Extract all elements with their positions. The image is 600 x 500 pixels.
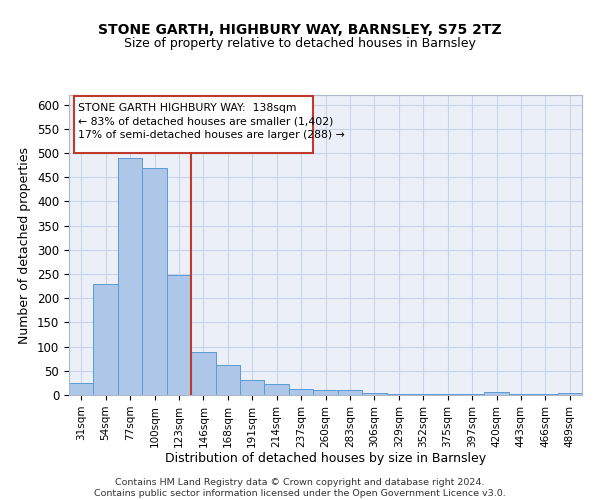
Bar xyxy=(411,394,436,395)
Bar xyxy=(167,275,191,395)
Bar xyxy=(69,383,94,395)
Bar xyxy=(509,394,533,395)
Bar xyxy=(289,388,313,395)
Bar xyxy=(215,365,240,395)
Y-axis label: Number of detached properties: Number of detached properties xyxy=(19,146,31,344)
Bar xyxy=(386,394,411,395)
Bar xyxy=(94,284,118,395)
Text: Size of property relative to detached houses in Barnsley: Size of property relative to detached ho… xyxy=(124,38,476,51)
Bar xyxy=(191,352,215,395)
Bar xyxy=(74,96,313,153)
X-axis label: Distribution of detached houses by size in Barnsley: Distribution of detached houses by size … xyxy=(165,452,486,466)
Bar xyxy=(240,380,265,395)
Bar xyxy=(313,390,338,395)
Text: Contains HM Land Registry data © Crown copyright and database right 2024.
Contai: Contains HM Land Registry data © Crown c… xyxy=(94,478,506,498)
Bar xyxy=(265,384,289,395)
Bar xyxy=(362,392,386,395)
Bar xyxy=(436,394,460,395)
Bar xyxy=(484,392,509,395)
Text: ← 83% of detached houses are smaller (1,402): ← 83% of detached houses are smaller (1,… xyxy=(77,117,333,127)
Text: STONE GARTH, HIGHBURY WAY, BARNSLEY, S75 2TZ: STONE GARTH, HIGHBURY WAY, BARNSLEY, S75… xyxy=(98,22,502,36)
Bar xyxy=(338,390,362,395)
Bar xyxy=(118,158,142,395)
Text: 17% of semi-detached houses are larger (288) →: 17% of semi-detached houses are larger (… xyxy=(77,130,344,140)
Bar xyxy=(142,168,167,395)
Bar xyxy=(460,394,484,395)
Text: STONE GARTH HIGHBURY WAY:  138sqm: STONE GARTH HIGHBURY WAY: 138sqm xyxy=(77,103,296,113)
Bar xyxy=(533,394,557,395)
Bar xyxy=(557,393,582,395)
